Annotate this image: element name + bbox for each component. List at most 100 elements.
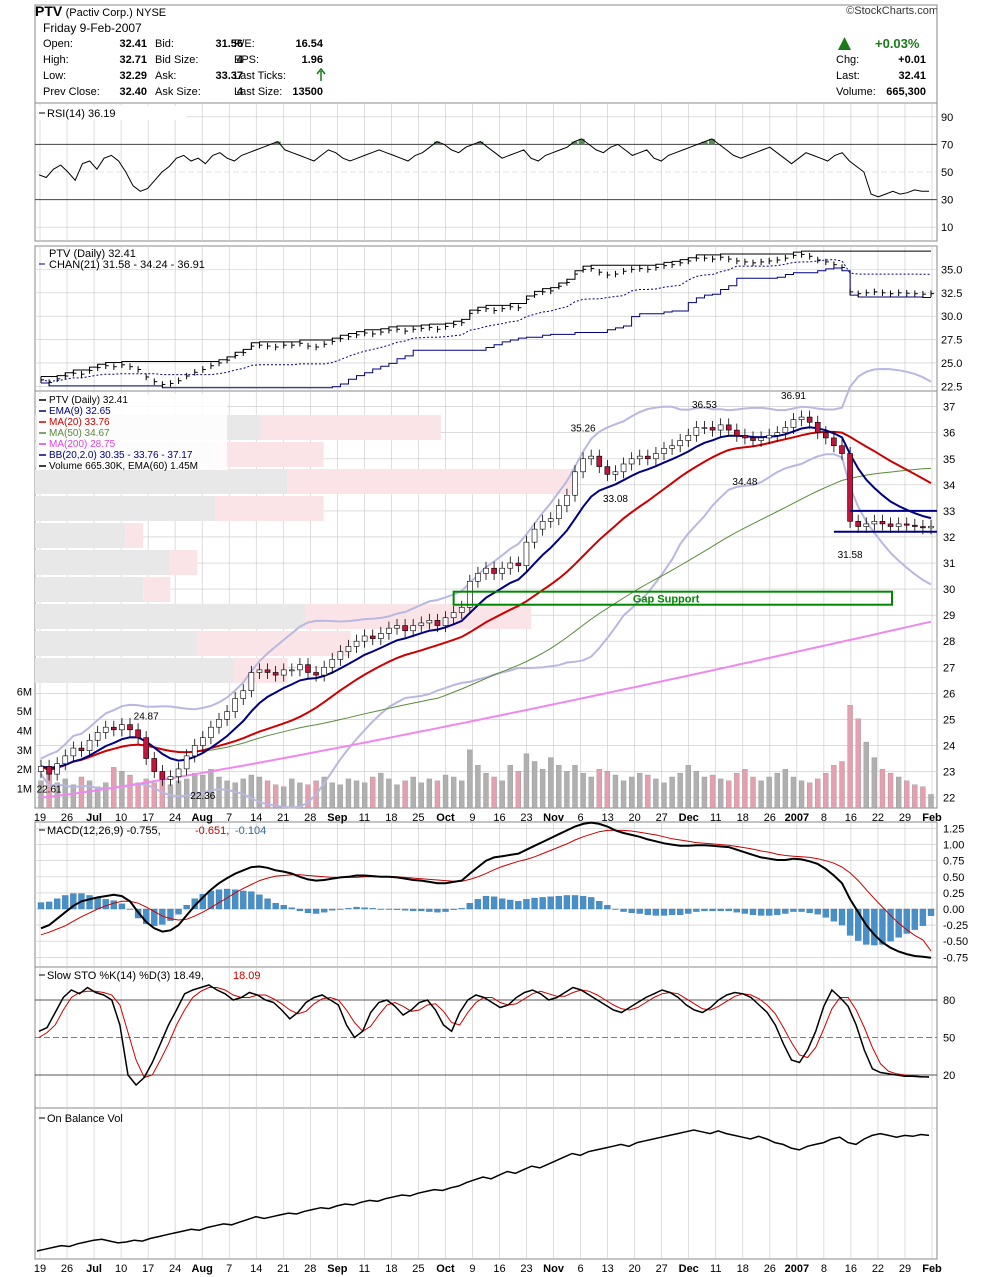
sto-tick: 80 xyxy=(943,995,955,1007)
x-axis-label: 29 xyxy=(899,812,911,824)
candle-body xyxy=(467,580,473,608)
candle-body xyxy=(839,445,845,454)
volume-bar xyxy=(620,780,627,809)
candle-body xyxy=(54,763,60,775)
candle-body xyxy=(135,729,141,738)
macd-histogram-bar xyxy=(838,908,846,926)
price-tick: 37 xyxy=(943,402,955,414)
candle-body xyxy=(701,427,708,429)
volume-tick: 4M xyxy=(17,725,32,737)
candle-body xyxy=(167,776,174,780)
candle-body xyxy=(305,664,311,673)
volume-bar xyxy=(483,772,489,809)
macd-line xyxy=(40,821,932,959)
macd-histogram-bar xyxy=(442,908,449,912)
x-axis-label: Aug xyxy=(191,1263,212,1275)
x-axis-label: Aug xyxy=(191,812,212,824)
macd-histogram-bar xyxy=(385,908,393,910)
price-annotation: 24.87 xyxy=(134,711,159,722)
macd-histogram-bar xyxy=(515,901,522,910)
x-axis-label: 18 xyxy=(385,1263,397,1275)
volume-bar xyxy=(475,765,481,809)
macd-histogram-bar xyxy=(846,908,854,936)
chan-tick: 22.5 xyxy=(941,381,962,393)
macd-tick: -0.75 xyxy=(943,952,968,964)
x-axis-label: 16 xyxy=(493,1263,505,1275)
quote-value: 16.54 xyxy=(295,38,323,50)
volume-by-price-bar-down xyxy=(287,469,577,494)
candle-body xyxy=(321,666,327,676)
macd-histogram-bar xyxy=(490,896,498,910)
volume-tick: 1M xyxy=(17,784,32,796)
candle-body xyxy=(151,758,158,772)
macd-histogram-bar xyxy=(636,908,643,914)
macd-histogram-bar xyxy=(426,908,433,912)
x-axis-label: 21 xyxy=(277,1263,289,1275)
x-axis-label: Oct xyxy=(436,812,455,824)
volume-by-price-bar-down xyxy=(197,631,351,656)
macd-histogram-bar xyxy=(604,904,611,910)
candle-body xyxy=(289,669,295,672)
price-annotation: 35.26 xyxy=(571,423,596,434)
volume-bar xyxy=(459,780,465,809)
macd-histogram-bar xyxy=(790,908,797,912)
candle-body xyxy=(475,573,481,582)
candle-body xyxy=(693,427,700,436)
x-axis-label: 6 xyxy=(578,1263,584,1275)
candle-body xyxy=(442,617,449,626)
quote-label: Bid: xyxy=(155,38,174,50)
x-axis-label: 20 xyxy=(629,812,641,824)
volume-bar xyxy=(531,761,538,809)
volume-bar xyxy=(637,772,643,809)
volume-bar xyxy=(928,794,934,809)
volume-bar xyxy=(297,782,303,809)
candle-body xyxy=(928,525,934,529)
x-axis-label: 24 xyxy=(169,812,181,824)
price-legend-item: Volume 665.30K, EMA(60) 1.45M xyxy=(49,461,198,472)
volume-bar xyxy=(734,772,740,809)
volume-bar xyxy=(248,774,255,809)
x-axis-label: Feb xyxy=(922,1263,942,1275)
quote-value: 32.71 xyxy=(119,54,147,66)
site-credit[interactable]: ©StockCharts.com xyxy=(846,5,938,17)
macd-histogram-bar xyxy=(45,901,53,910)
x-axis-label: 9 xyxy=(469,1263,475,1275)
volume-by-price-bar xyxy=(35,658,234,683)
volume-by-price-bar xyxy=(35,604,306,629)
volume-bar xyxy=(887,772,894,809)
x-axis-label: Dec xyxy=(679,812,699,824)
candle-body xyxy=(507,562,514,569)
chan-legend-chan: CHAN(21) 31.58 - 34.24 - 36.91 xyxy=(49,259,205,271)
volume-bar xyxy=(119,771,125,809)
candle-body xyxy=(450,612,457,619)
price-tick: 32 xyxy=(943,532,955,544)
macd-histogram-bar xyxy=(523,899,530,910)
volume-tick: 2M xyxy=(17,764,32,776)
macd-histogram-bar xyxy=(499,898,506,910)
macd-histogram-bar xyxy=(628,908,635,914)
macd-tick: 1.00 xyxy=(943,840,964,852)
volume-bar xyxy=(491,776,497,809)
macd-histogram-bar xyxy=(272,903,279,910)
volume-bar xyxy=(523,753,530,809)
macd-histogram-bar xyxy=(458,908,465,910)
macd-histogram-bar xyxy=(685,908,692,914)
macd-histogram-bar xyxy=(312,908,320,914)
quote-label: Bid Size: xyxy=(155,54,199,66)
macd-histogram-bar xyxy=(418,908,425,912)
volume-bar xyxy=(127,774,133,809)
volume-bar xyxy=(653,778,659,809)
macd-histogram-bar xyxy=(393,908,401,910)
macd-histogram-bar xyxy=(434,908,441,913)
macd-histogram-bar xyxy=(652,908,660,916)
volume-bar xyxy=(321,776,327,809)
volume-bar xyxy=(402,780,408,809)
candle-body xyxy=(790,419,797,428)
volume-bar xyxy=(450,776,457,809)
volume-bar xyxy=(774,772,780,809)
macd-histogram-bar xyxy=(369,908,376,910)
candle-body xyxy=(410,625,416,632)
candle-body xyxy=(669,445,675,449)
macd-histogram-bar xyxy=(571,895,579,910)
x-axis-label: 7 xyxy=(226,812,232,824)
